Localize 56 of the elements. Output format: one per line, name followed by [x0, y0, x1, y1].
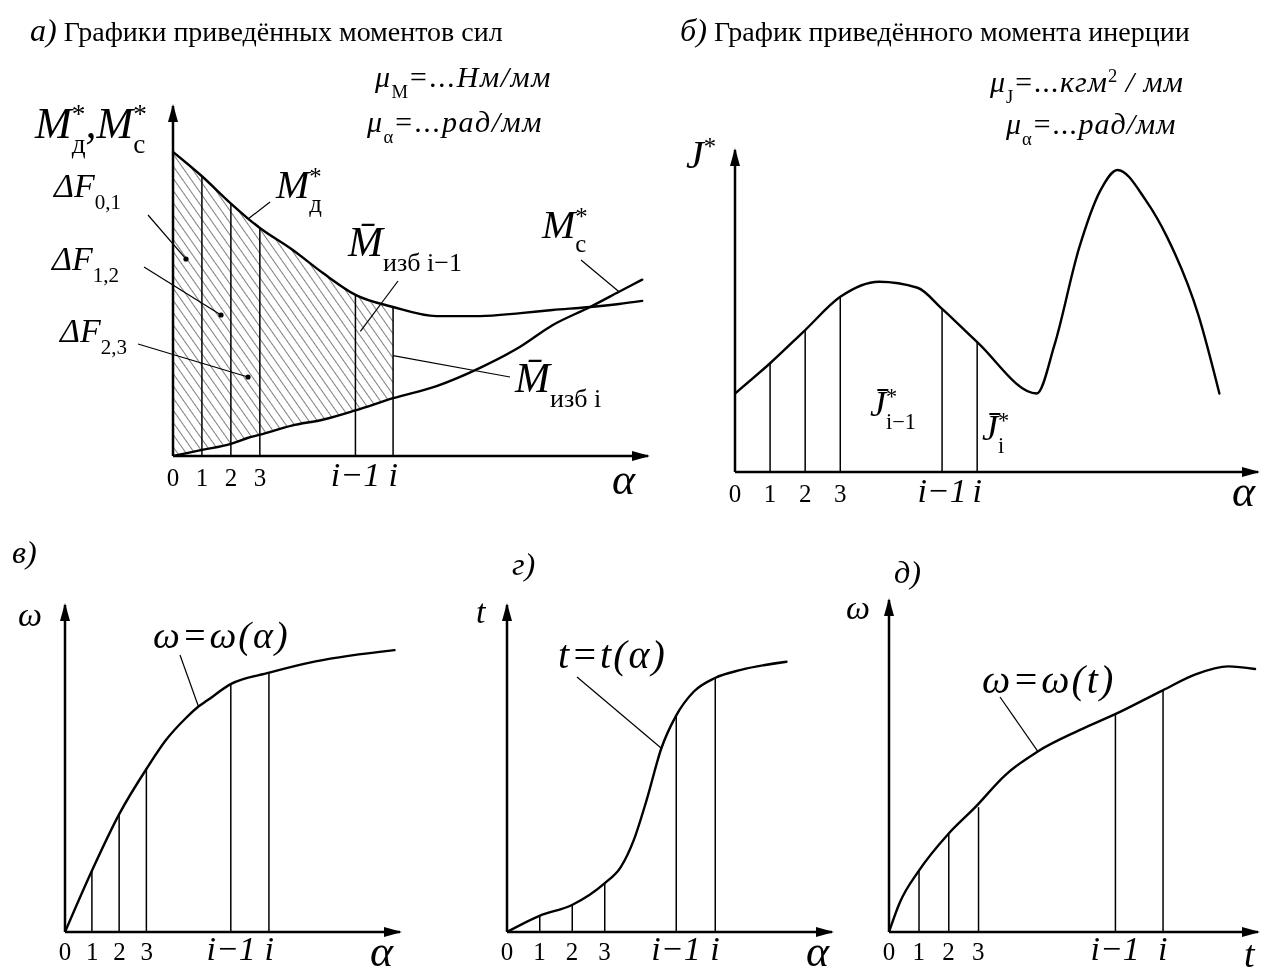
x-tick-label: 0: [166, 464, 180, 491]
y-axis-title: t: [476, 593, 487, 630]
annotation: M̄$_{изб i−1}$: [347, 219, 462, 277]
x-tick-label: i: [972, 472, 982, 509]
x-tick-label: 2: [565, 938, 579, 965]
x-tick-label: 3: [972, 938, 985, 965]
x-tick-label: 0: [728, 480, 742, 507]
text: ΔF$_{1,2}$: [50, 240, 120, 287]
x-tick-label: 3: [834, 480, 847, 507]
x-tick-label: 2: [113, 938, 126, 965]
legend-label: ω=ω(α): [153, 614, 290, 657]
x-tick-label: 3: [140, 938, 153, 965]
y-axis-title: J$^{*}$: [686, 132, 717, 177]
x-tick-label: 1: [763, 480, 777, 507]
x-tick-label: i: [1158, 930, 1168, 967]
x-axis-title: α: [1232, 467, 1256, 516]
x-tick-label: 1: [195, 464, 209, 491]
text: μ$_{α}$=...рад/мм: [366, 105, 543, 147]
x-tick-label: 1: [533, 938, 546, 965]
x-tick-label: i−1: [917, 472, 967, 509]
chart-title: г): [512, 546, 536, 582]
x-axis-title: t: [1244, 933, 1256, 972]
x-tick-label: 1: [85, 938, 99, 965]
x-tick-label: i−1: [330, 456, 381, 493]
x-axis-title: α: [370, 927, 394, 972]
x-tick-label: i−1: [1090, 930, 1140, 967]
x-tick-label: 3: [253, 464, 267, 491]
x-tick-label: 2: [798, 480, 812, 507]
y-axis-title: ω: [846, 589, 871, 626]
text: μ$_{J}$=...кгм$^{2}$ / мм: [989, 64, 1184, 107]
annotation: M̄$_{изб i}$: [514, 355, 602, 413]
series-label: t=t(α): [558, 632, 667, 677]
x-tick-label: i: [264, 930, 274, 967]
chart-title: а) Графики приведённых моментов сил: [30, 12, 503, 48]
x-tick-label: 2: [942, 938, 955, 965]
x-tick-label: 3: [598, 938, 611, 965]
chart-title: д): [894, 554, 922, 590]
text: ΔF$_{0,1}$: [52, 167, 122, 214]
x-tick-label: 0: [58, 938, 72, 965]
text: ΔF$_{2,3}$: [58, 312, 128, 359]
x-axis-title: α: [806, 927, 830, 972]
x-tick-label: i−1: [206, 930, 256, 967]
y-axis-title: ω: [18, 596, 43, 633]
text: μ$_{α}$=...рад/мм: [1005, 107, 1177, 149]
chart-title: в): [12, 534, 37, 570]
x-tick-label: 1: [912, 938, 926, 965]
x-tick-label: i: [388, 456, 398, 493]
series-label: ω=ω(t): [982, 657, 1116, 702]
x-tick-label: 0: [500, 938, 514, 965]
chart-title: б) График приведённого момента инерции: [680, 12, 1190, 48]
x-tick-label: i: [710, 930, 720, 967]
x-tick-label: i−1: [651, 930, 701, 967]
x-axis-title: α: [612, 455, 636, 504]
text: μ$_{M}$=...Нм/мм: [374, 60, 552, 102]
x-tick-label: 0: [882, 938, 896, 965]
x-tick-label: 2: [224, 464, 238, 491]
